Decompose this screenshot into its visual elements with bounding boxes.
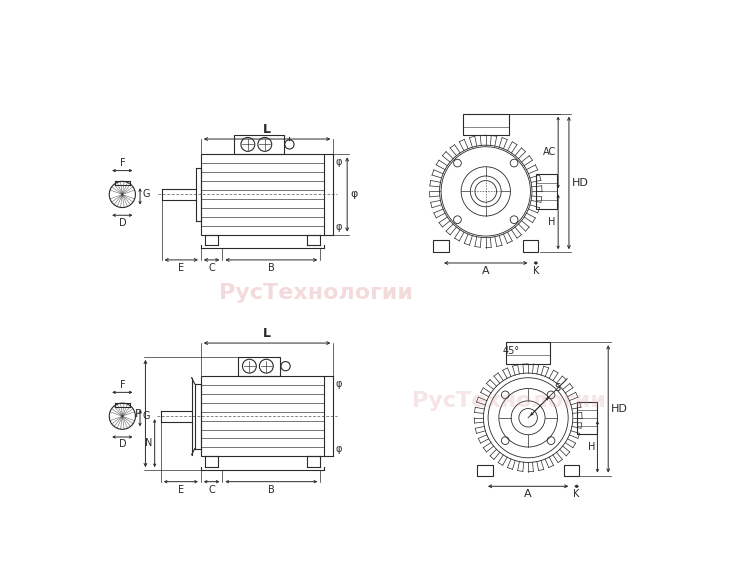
Bar — [523, 240, 538, 252]
Text: G: G — [142, 411, 150, 421]
Text: F: F — [120, 380, 125, 390]
Text: F: F — [120, 158, 125, 168]
Text: φ: φ — [336, 443, 342, 454]
Text: HD: HD — [572, 178, 589, 188]
Bar — [201, 376, 324, 456]
Bar — [536, 174, 558, 209]
Text: C: C — [208, 263, 215, 273]
Text: φ: φ — [336, 222, 342, 232]
Text: A: A — [524, 489, 532, 500]
Text: HD: HD — [611, 404, 628, 414]
Text: E: E — [178, 485, 184, 495]
Bar — [201, 155, 324, 235]
Text: K: K — [574, 489, 580, 500]
Bar — [564, 465, 579, 475]
Text: φ: φ — [336, 157, 342, 167]
Bar — [577, 401, 596, 434]
Bar — [506, 342, 550, 364]
Text: B: B — [268, 485, 274, 495]
Bar — [238, 357, 280, 376]
Text: P: P — [135, 408, 142, 418]
Text: S: S — [555, 383, 561, 393]
Text: H: H — [588, 442, 595, 451]
Text: РусТехнологии: РусТехнологии — [220, 283, 413, 303]
Text: E: E — [178, 263, 184, 273]
Text: φ: φ — [336, 379, 342, 389]
Text: C: C — [208, 485, 215, 495]
Text: AC: AC — [542, 148, 556, 157]
Bar — [434, 240, 449, 252]
Text: N: N — [145, 438, 153, 448]
Text: РусТехнологии: РусТехнологии — [412, 391, 606, 411]
Text: K: K — [533, 266, 539, 276]
Bar — [234, 135, 284, 155]
Text: 45°: 45° — [503, 346, 520, 356]
Text: A: A — [482, 266, 490, 276]
Text: L: L — [263, 123, 271, 136]
Text: H: H — [548, 217, 556, 227]
Text: D: D — [118, 439, 126, 449]
Text: D: D — [118, 217, 126, 228]
Text: L: L — [263, 327, 271, 340]
Text: G: G — [142, 189, 150, 199]
Bar — [463, 114, 509, 135]
Bar — [477, 465, 493, 475]
Text: B: B — [268, 263, 274, 273]
Text: φ: φ — [350, 189, 358, 199]
